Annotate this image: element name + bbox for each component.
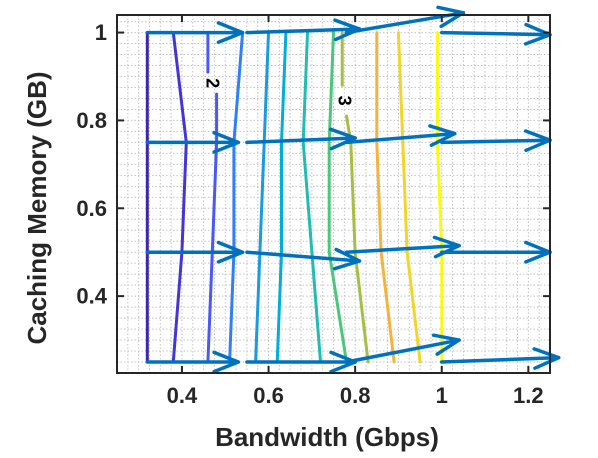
arrow-shaft	[245, 27, 362, 35]
contour-line	[435, 31, 444, 364]
arrow-head	[532, 347, 561, 370]
gradient-arrow	[344, 333, 461, 364]
gradient-arrow	[344, 124, 457, 147]
gradient-arrow	[145, 21, 245, 44]
arrow-head	[216, 240, 245, 264]
x-axis-label: Bandwidth (Gbps)	[215, 422, 439, 452]
arrow-shaft	[344, 338, 461, 364]
y-tick-label: 0.4	[76, 284, 107, 309]
contour-label: 3	[334, 96, 354, 106]
x-tick-label: 1	[436, 383, 448, 408]
gradient-arrow	[245, 247, 362, 271]
y-tick-label: 1	[95, 20, 107, 45]
gradient-arrow	[440, 347, 561, 370]
y-axis-label: Caching Memory (GB)	[22, 71, 52, 344]
arrow-head	[332, 247, 362, 271]
x-tick-label: 0.4	[167, 383, 198, 408]
contour-line	[396, 31, 422, 364]
contour-labels: 23	[202, 78, 354, 106]
contour-line	[375, 31, 396, 364]
arrow-shaft	[245, 250, 362, 263]
y-tick-label: 0.8	[76, 108, 107, 133]
contour-lines	[145, 31, 444, 364]
arrow-head	[431, 333, 461, 356]
tick-labels: 0.4 0.6 0.8 1 1.2 0.4 0.6 0.8 1	[76, 20, 543, 408]
contour-line	[301, 31, 322, 364]
arrow-shaft	[344, 131, 457, 145]
arrow-shaft	[344, 11, 466, 35]
arrow-head	[212, 350, 240, 374]
arrow-head	[212, 130, 240, 154]
arrow-shaft	[440, 355, 561, 364]
x-tick-label: 0.6	[253, 383, 284, 408]
arrow-shaft	[245, 136, 357, 145]
gradient-arrows	[145, 5, 561, 374]
gradient-arrow	[145, 350, 240, 374]
contour-line	[228, 31, 245, 364]
contour-label: 2	[202, 78, 222, 88]
arrow-head	[436, 5, 466, 29]
arrow-shaft	[344, 243, 461, 254]
arrow-head	[328, 127, 357, 151]
contour-line	[206, 92, 219, 364]
y-tick-label: 0.6	[76, 196, 107, 221]
arrow-shaft	[440, 30, 552, 37]
contour-line	[254, 31, 270, 364]
contour-line	[275, 31, 288, 364]
gradient-arrow	[145, 240, 245, 264]
contour-line	[171, 31, 188, 364]
x-tick-label: 0.8	[340, 383, 371, 408]
contour-line	[327, 31, 348, 364]
gradient-arrow	[344, 5, 466, 35]
arrow-head	[216, 21, 245, 44]
arrow-head	[428, 124, 457, 147]
gradient-arrow	[245, 127, 357, 151]
x-tick-label: 1.2	[513, 383, 544, 408]
plot-frame	[116, 14, 551, 374]
gradient-arrow	[145, 130, 240, 154]
axes-frame	[116, 14, 551, 374]
arrow-shaft	[440, 138, 552, 145]
contour-line	[345, 114, 370, 364]
